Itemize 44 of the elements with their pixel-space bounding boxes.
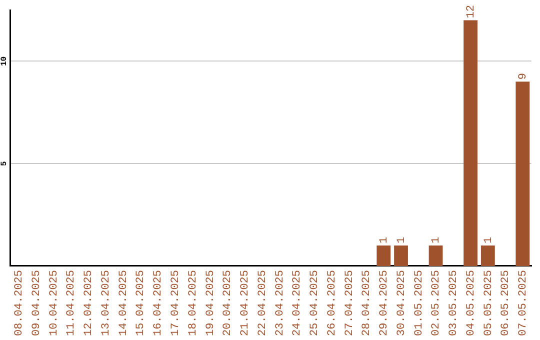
x-tick-label: 06.05.2025 — [500, 270, 512, 336]
x-tick-label: 22.04.2025 — [256, 270, 269, 336]
x-tick-label: 16.04.2025 — [152, 270, 165, 336]
x-tick-label: 28.04.2025 — [361, 270, 374, 336]
x-tick-label: 21.04.2025 — [240, 270, 252, 336]
x-tick-label: 08.04.2025 — [14, 270, 26, 336]
x-tick-label: 26.04.2025 — [326, 270, 338, 336]
bar — [480, 246, 495, 266]
data-label: 1 — [482, 236, 495, 244]
x-tick-label: 12.04.2025 — [83, 270, 96, 336]
x-tick-label: 15.04.2025 — [135, 270, 148, 336]
y-tick-label: 5 — [0, 161, 10, 166]
y-tick-label: 10 — [0, 56, 10, 66]
x-tick-label: 05.05.2025 — [482, 270, 495, 336]
bar — [376, 246, 391, 266]
x-tick-label: 18.04.2025 — [187, 270, 200, 336]
bar — [516, 82, 530, 266]
x-tick-label: 03.05.2025 — [448, 270, 460, 336]
x-tick-label: 19.04.2025 — [204, 270, 217, 336]
x-tick-label: 10.04.2025 — [48, 270, 60, 336]
x-tick-label: 09.04.2025 — [30, 270, 43, 336]
data-label: 9 — [518, 73, 530, 80]
bar — [464, 20, 478, 266]
x-tick-label: 24.04.2025 — [292, 270, 304, 336]
x-tick-label: 01.05.2025 — [413, 270, 426, 336]
x-tick-label: 11.04.2025 — [66, 270, 78, 336]
data-label: 1 — [378, 236, 391, 244]
data-label: 1 — [396, 236, 408, 244]
x-tick-label: 25.04.2025 — [309, 270, 322, 336]
x-tick-label: 13.04.2025 — [100, 270, 112, 336]
bar — [428, 246, 443, 266]
x-tick-label: 27.04.2025 — [344, 270, 356, 336]
x-tick-label: 07.05.2025 — [518, 270, 530, 336]
x-tick-label: 02.05.2025 — [430, 270, 443, 336]
x-tick-label: 20.04.2025 — [222, 270, 234, 336]
data-label: 1 — [430, 236, 443, 244]
x-tick-label: 30.04.2025 — [396, 270, 408, 336]
bar — [394, 246, 408, 266]
x-tick-label: 04.05.2025 — [465, 270, 478, 336]
x-tick-label: 23.04.2025 — [274, 270, 286, 336]
data-label: 12 — [465, 5, 478, 18]
x-tick-label: 29.04.2025 — [378, 270, 391, 336]
x-tick-label: 14.04.2025 — [118, 270, 130, 336]
x-tick-label: 17.04.2025 — [170, 270, 182, 336]
